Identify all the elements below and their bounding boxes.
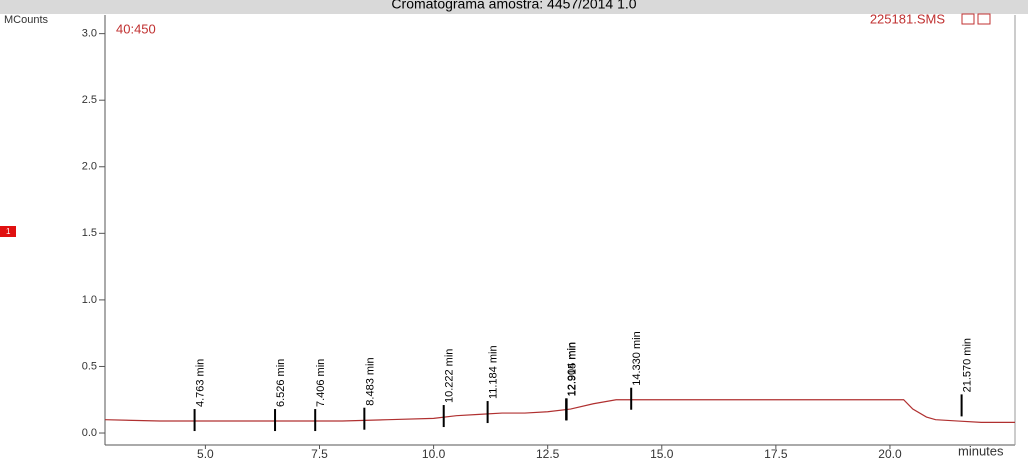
y-tick-label: 3.0 <box>82 28 97 40</box>
x-tick-label: 15.0 <box>650 447 674 461</box>
peak-label: 14.330 min <box>631 331 643 385</box>
window-icon[interactable] <box>961 13 975 25</box>
peak-label: 12.904 min <box>566 342 578 396</box>
x-tick-label: 10.0 <box>422 447 446 461</box>
peak-label: 8.483 min <box>364 357 376 405</box>
close-icon[interactable] <box>977 13 991 25</box>
x-tick-label: 12.5 <box>536 447 560 461</box>
y-axis-label: MCounts <box>4 14 49 26</box>
peak-label: 12.915 min <box>567 342 579 396</box>
peak-label: 11.184 min <box>488 345 500 399</box>
file-label: 225181.SMS <box>870 11 945 26</box>
y-tick-label: 1.0 <box>82 294 97 306</box>
title-bar <box>0 0 1028 14</box>
x-tick-label: 7.5 <box>311 447 328 461</box>
marker-box <box>0 226 16 237</box>
peak-label: 6.526 min <box>275 359 287 407</box>
x-axis-label: minutes <box>958 443 1004 458</box>
y-tick-label: 1.5 <box>82 227 97 239</box>
trace-label: 40:450 <box>116 21 156 36</box>
trace-line <box>104 399 1015 423</box>
marker-label: 1 <box>6 227 11 236</box>
y-tick-label: 0.5 <box>82 360 97 372</box>
y-tick-label: 0.0 <box>82 427 97 439</box>
y-tick-label: 2.5 <box>82 94 97 106</box>
y-tick-label: 2.0 <box>82 161 97 173</box>
peak-label: 4.763 min <box>194 359 206 407</box>
peak-label: 21.570 min <box>962 338 974 392</box>
x-tick-label: 17.5 <box>764 447 788 461</box>
x-tick-label: 20.0 <box>878 447 902 461</box>
chart-title: Cromatograma amostra: 4457/2014 1.0 <box>391 0 636 12</box>
peak-label: 7.406 min <box>315 359 327 407</box>
peak-label: 10.222 min <box>444 349 456 403</box>
x-tick-label: 5.0 <box>197 447 214 461</box>
